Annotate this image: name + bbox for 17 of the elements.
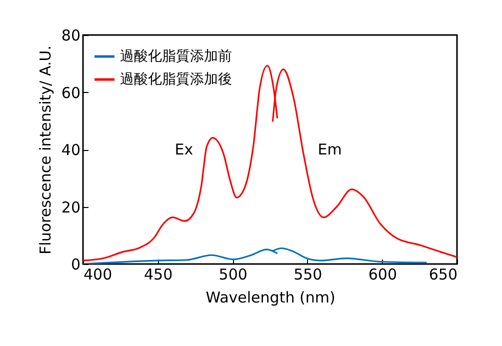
x-tick-label: 500 [218, 266, 248, 284]
x-tick-label: 600 [368, 266, 398, 284]
legend-label: 過酸化脂質添加後 [120, 72, 232, 88]
annotation: Em [318, 140, 342, 158]
legend-label: 過酸化脂質添加前 [120, 48, 232, 64]
y-tick-label: 80 [61, 26, 80, 44]
x-axis-title: Wavelength (nm) [206, 288, 336, 306]
x-tick-label: 450 [144, 266, 173, 284]
y-axis-title: Fluorescence intensity/ A.U. [36, 46, 54, 254]
x-tick-label: 550 [294, 266, 322, 284]
y-tick-label: 20 [61, 198, 80, 216]
y-tick-label: 0 [70, 256, 80, 274]
x-tick-label: 400 [84, 266, 112, 284]
annotation: Ex [174, 140, 194, 158]
y-tick-label: 60 [61, 84, 80, 102]
y-tick-label: 40 [61, 141, 80, 159]
x-tick-label: 650 [428, 266, 458, 284]
